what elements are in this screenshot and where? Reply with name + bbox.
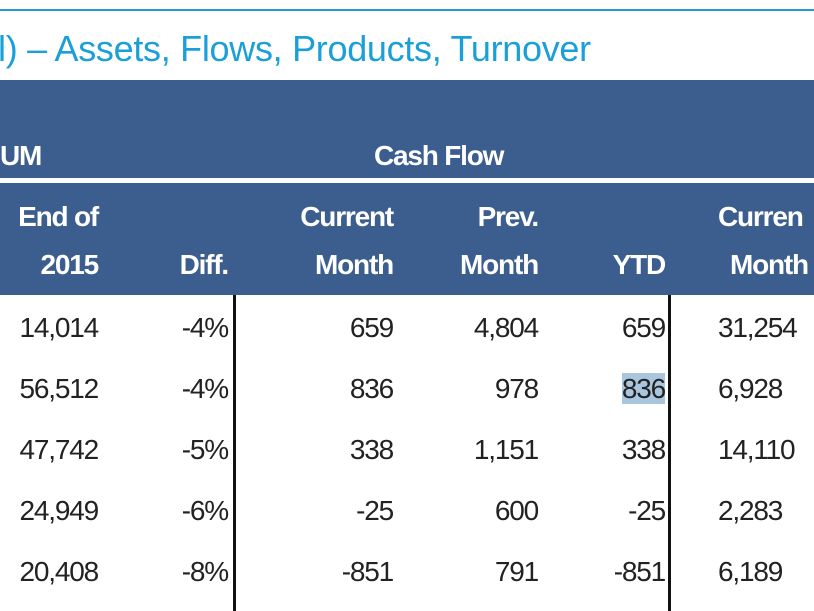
col-current-month-line1: Current <box>300 201 394 232</box>
table-cell-prev: 1,151 <box>473 434 539 465</box>
table-cell-prev: 4,804 <box>473 312 539 343</box>
table-cell-cur: -25 <box>356 495 394 526</box>
table-cell-end-2015: 24,949 <box>19 495 100 526</box>
col-end-2015-line1: End of <box>18 201 99 232</box>
table-cell-diff: -4% <box>181 312 229 343</box>
col-prev-month-line1: Prev. <box>477 201 540 232</box>
column-divider <box>668 295 671 611</box>
page-title: l) – Assets, Flows, Products, Turnover <box>0 28 591 69</box>
table-cell-diff: -8% <box>181 556 229 587</box>
table-cell-cur2: 2,283 <box>718 495 783 526</box>
table-cell-prev: 978 <box>494 373 539 404</box>
table-cell-cur2: 6,928 <box>718 373 783 404</box>
table-cell-cur2: 31,254 <box>718 312 798 343</box>
table-cell-end-2015: 47,742 <box>19 434 100 465</box>
col-current-month-2-line1: Curren <box>718 201 804 232</box>
table-cell-ytd: 338 <box>621 434 666 465</box>
column-header-row: End of 2015 Diff. Current Month Prev. Mo… <box>0 183 814 295</box>
col-ytd: YTD <box>612 249 667 280</box>
table-cell-ytd: -851 <box>613 556 666 587</box>
table-cell-end-2015: 56,512 <box>19 373 100 404</box>
col-current-month-line2: Month <box>315 249 394 280</box>
table-cell-prev: 600 <box>494 495 539 526</box>
table-cell-cur2: 14,110 <box>718 434 796 465</box>
table-cell-prev: 791 <box>494 556 539 587</box>
top-rule <box>0 9 814 11</box>
table-cell-ytd: -25 <box>628 495 666 526</box>
col-diff: Diff. <box>179 249 230 280</box>
table-cell-diff: -4% <box>181 373 229 404</box>
table-cell-diff: -5% <box>181 434 229 465</box>
col-end-2015-line2: 2015 <box>40 249 100 280</box>
column-divider <box>233 295 236 611</box>
table-cell-cur: 338 <box>349 434 394 465</box>
group-header-row: UM Cash Flow <box>0 80 814 178</box>
group-header-cash-flow: Cash Flow <box>374 140 504 171</box>
table-cell-end-2015: 14,014 <box>19 312 100 343</box>
group-header-aum: UM <box>0 140 42 171</box>
table-cell-cur: 836 <box>349 373 394 404</box>
table-cell-cur: -851 <box>341 556 394 587</box>
table-cell-diff: -6% <box>181 495 229 526</box>
col-current-month-2-line2: Month <box>730 249 809 280</box>
table-cell-ytd: 836 <box>621 372 666 406</box>
selected-text: 836 <box>621 373 666 404</box>
col-prev-month-line2: Month <box>460 249 539 280</box>
table-cell-ytd: 659 <box>621 312 666 343</box>
table-cell-cur2: 6,189 <box>718 556 783 587</box>
table-cell-end-2015: 20,408 <box>19 556 100 587</box>
table-cell-cur: 659 <box>349 312 394 343</box>
